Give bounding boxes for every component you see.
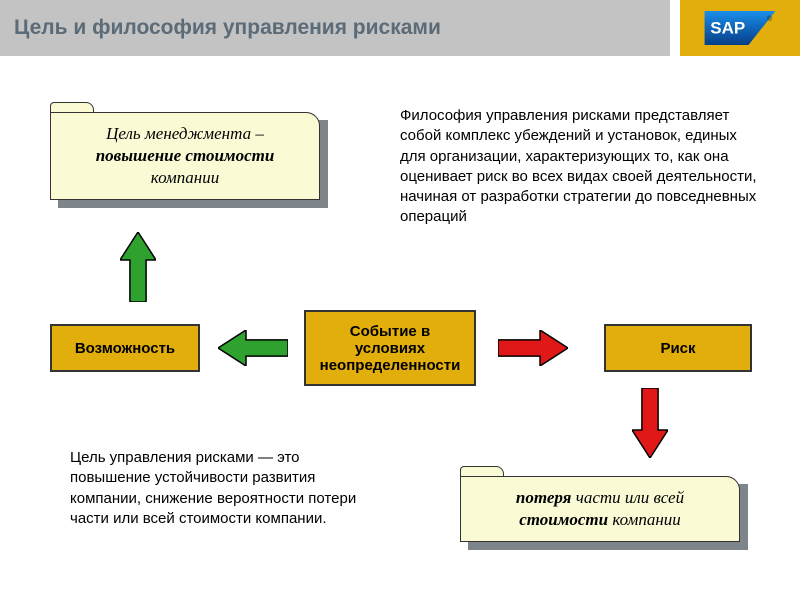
- arrow-left-green-icon: [218, 330, 288, 366]
- note-body: Цель менеджмента – повышение стоимости к…: [50, 112, 320, 200]
- logo-area: SAP ®: [680, 0, 800, 56]
- note-line3: компании: [151, 168, 219, 187]
- note-line1: Цель менеджмента –: [106, 124, 264, 143]
- note-management-goal: Цель менеджмента – повышение стоимости к…: [50, 112, 320, 200]
- box-risk: Риск: [604, 324, 752, 372]
- box-event: Событие в условиях неопределенности: [304, 310, 476, 386]
- risk-goal-paragraph: Цель управления рисками — это повышение …: [70, 448, 380, 529]
- box-opportunity: Возможность: [50, 324, 200, 372]
- header-gap: [670, 0, 680, 56]
- diagram-canvas: Цель менеджмента – повышение стоимости к…: [0, 56, 800, 600]
- box-risk-label: Риск: [660, 340, 695, 357]
- arrow-right-red-icon: [498, 330, 568, 366]
- svg-text:®: ®: [767, 15, 773, 23]
- arrow-down-red-icon: [632, 388, 668, 458]
- note-loss-post: компании: [608, 510, 681, 529]
- note-loss-strong: стоимости: [519, 510, 608, 529]
- note-loss-mid: части или всей: [571, 488, 684, 507]
- note-body: потеря части или всей стоимости компании: [460, 476, 740, 542]
- box-event-line1: Событие в: [350, 323, 430, 340]
- philosophy-paragraph: Философия управления рисками представляе…: [400, 106, 760, 228]
- box-event-line2: условиях: [355, 340, 425, 357]
- arrow-up-green-icon: [120, 232, 156, 302]
- box-event-line3: неопределенности: [320, 357, 461, 374]
- slide-title: Цель и философия управления рисками: [14, 16, 441, 40]
- note-loss: потеря части или всей стоимости компании: [460, 476, 740, 542]
- sap-logo-icon: SAP ®: [704, 11, 776, 45]
- svg-text:SAP: SAP: [710, 19, 745, 38]
- note-loss-pre: потеря: [516, 488, 572, 507]
- header-bar: Цель и философия управления рисками: [0, 0, 670, 56]
- box-opportunity-label: Возможность: [75, 340, 175, 357]
- note-line2: повышение стоимости: [96, 146, 275, 165]
- slide-header: Цель и философия управления рисками SAP …: [0, 0, 800, 56]
